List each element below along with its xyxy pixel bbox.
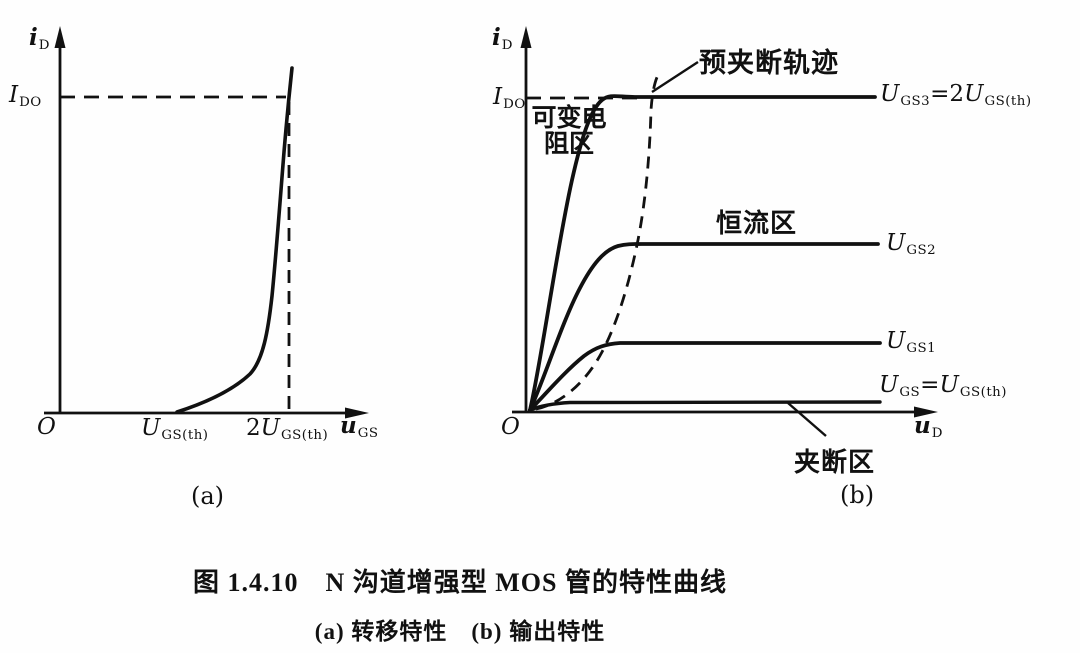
- plot-b-region-pinchoff: 夹断区: [794, 447, 876, 477]
- plot-b-canvas: [512, 26, 938, 437]
- plot-a-y-axis-label: iD: [29, 24, 50, 54]
- region-variable-resistance-line1: 可变电: [531, 104, 607, 132]
- plot-b-curve-ugs3: [528, 94, 877, 412]
- plot-b-panel-label: (b): [840, 481, 875, 509]
- plot-b-curve-label-ugs-th: UGS=UGS(th): [879, 372, 1007, 401]
- plot-a-canvas: [44, 26, 369, 419]
- plot-b-curve-ugs2: [528, 242, 880, 412]
- plot-a-y-axis-arrow-icon: [54, 26, 66, 48]
- plot-b-x-axis-label: uD: [914, 412, 943, 442]
- plot-a-panel-label: (a): [191, 482, 225, 510]
- plot-b-curve-label-ugs2: UGS2: [886, 230, 937, 259]
- plot-b-curve-ugs-th: [528, 400, 882, 412]
- plot-a-y-tick-ido: IDO: [9, 82, 42, 111]
- plot-a-x-axis-label: uGS: [340, 412, 379, 442]
- region-variable-resistance-line2: 阻区: [543, 130, 594, 158]
- plot-b-y-axis-label: iD: [492, 24, 513, 54]
- plot-b-label-pre-pinchoff-locus: 预夹断轨迹: [699, 48, 839, 78]
- plot-b-y-tick-ido: IDO: [493, 84, 526, 113]
- figure-caption-subtitle: (a) 转移特性 (b) 输出特性: [314, 619, 606, 644]
- plot-b-region-constant-current: 恒流区: [716, 208, 798, 238]
- plot-b-region-variable-resistance: 可变电 阻区: [522, 105, 616, 157]
- plot-b-curve-ugs1: [528, 341, 882, 412]
- plot-a-x-axis-arrow-icon: [345, 407, 369, 419]
- figure-caption-title: 图 1.4.10 N 沟道增强型 MOS 管的特性曲线: [192, 568, 727, 597]
- plot-b-pre-pinchoff-locus: [535, 72, 661, 411]
- plot-b-origin-label: O: [501, 414, 520, 440]
- figure-caption: 图 1.4.10 N 沟道增强型 MOS 管的特性曲线 (a) 转移特性 (b)…: [100, 562, 820, 646]
- plot-b-x-axis-arrow-icon: [914, 406, 938, 418]
- plot-a-transfer-curve: [175, 66, 294, 414]
- plot-b-curve-label-ugs1: UGS1: [886, 328, 937, 357]
- plot-a-x-tick-ugsth: UGS(th): [141, 415, 209, 444]
- plot-b-pinchoff-leader-line: [787, 402, 827, 437]
- plot-b-y-axis-arrow-icon: [520, 26, 532, 48]
- plot-a-x-tick-2ugsth: 2UGS(th): [246, 415, 329, 444]
- plot-b-curve-label-ugs3: UGS3=2UGS(th): [880, 81, 1032, 110]
- plot-a-origin-label: O: [37, 414, 56, 440]
- plot-b-pre-pinchoff-leader-line: [651, 60, 699, 94]
